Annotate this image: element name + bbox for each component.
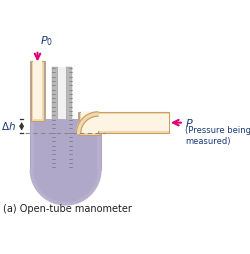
Bar	[66, 67, 72, 170]
Bar	[31, 61, 44, 120]
Bar	[52, 67, 58, 170]
Bar	[98, 112, 169, 134]
Text: (Pressure being
measured): (Pressure being measured)	[184, 125, 250, 146]
Polygon shape	[30, 170, 100, 205]
Bar	[98, 114, 169, 131]
Text: (a) Open-tube manometer: (a) Open-tube manometer	[3, 204, 131, 214]
Bar	[80, 112, 98, 134]
Bar	[58, 67, 66, 170]
Text: $P$: $P$	[184, 117, 193, 129]
Bar	[30, 61, 44, 170]
Bar	[33, 61, 42, 119]
Bar	[78, 112, 100, 135]
Bar	[78, 112, 100, 170]
Polygon shape	[34, 170, 97, 201]
Polygon shape	[76, 112, 98, 134]
Bar	[34, 119, 97, 170]
Text: $P_0$: $P_0$	[40, 35, 52, 49]
Text: $\Delta h$: $\Delta h$	[2, 120, 16, 132]
